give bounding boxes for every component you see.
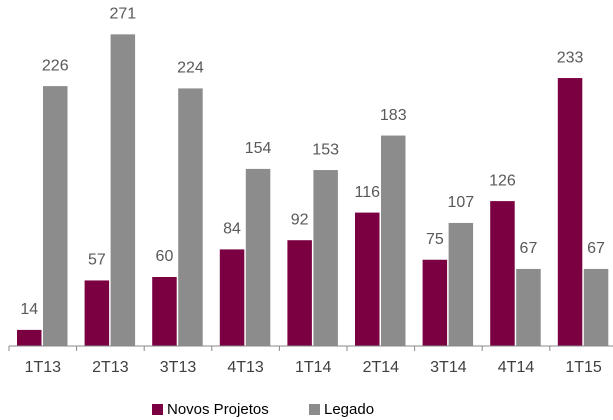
x-tick-label: 1T14: [295, 359, 332, 376]
x-tick-label: 1T15: [565, 359, 602, 376]
value-label: 183: [380, 107, 407, 124]
bar: [43, 86, 68, 346]
bar: [583, 268, 609, 346]
bar: [17, 329, 42, 346]
value-label: 84: [223, 221, 241, 238]
x-tick-label: 4T14: [498, 359, 535, 376]
bar: [490, 201, 515, 346]
x-tick-label: 3T13: [160, 359, 197, 376]
value-label: 154: [245, 140, 272, 157]
bar: [287, 240, 312, 346]
legend-swatch: [309, 404, 320, 415]
x-tick-label: 2T13: [92, 359, 129, 376]
bar: [422, 259, 448, 346]
bar: [448, 222, 474, 346]
value-label: 14: [20, 301, 38, 318]
value-label: 116: [354, 184, 380, 201]
value-label: 126: [489, 172, 516, 189]
value-label: 233: [557, 49, 584, 66]
bar: [84, 280, 110, 346]
value-label: 224: [177, 60, 204, 77]
value-label: 60: [156, 248, 174, 265]
legend-swatch: [152, 404, 163, 415]
value-label: 67: [587, 240, 605, 257]
bar: [355, 212, 380, 346]
x-tick-label: 3T14: [430, 359, 467, 376]
value-label: 153: [312, 141, 339, 158]
legend-label: Novos Projetos: [167, 401, 269, 418]
x-tick-label: 4T13: [227, 359, 264, 376]
value-label: 67: [520, 240, 538, 257]
value-label: 226: [42, 57, 69, 74]
x-tick-label: 2T14: [363, 359, 400, 376]
bar: [178, 88, 203, 347]
value-label: 75: [426, 231, 444, 248]
bar: [152, 277, 177, 346]
legend-label: Legado: [324, 401, 374, 418]
bar: [245, 168, 271, 346]
bar: [516, 268, 541, 346]
bar: [381, 135, 406, 346]
bar: [110, 34, 136, 346]
bar: [313, 170, 338, 346]
x-tick-label: 1T13: [25, 359, 62, 376]
value-label: 57: [88, 252, 106, 269]
bar: [219, 249, 245, 346]
value-label: 271: [109, 6, 136, 23]
bar: [557, 78, 583, 347]
value-label: 92: [291, 211, 309, 228]
value-label: 107: [447, 194, 474, 211]
